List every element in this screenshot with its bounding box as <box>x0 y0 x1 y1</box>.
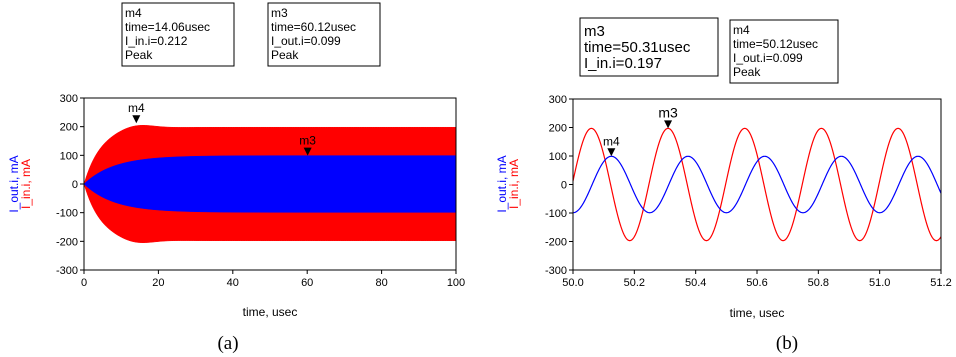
series-out-area <box>83 155 457 213</box>
y-axis-label-a-in: I_in.i, mA <box>19 159 33 209</box>
y-tick-label: 100 <box>549 151 567 163</box>
marker-m4-label: m4 <box>603 134 620 148</box>
markers-a: m4 m3 <box>128 101 316 156</box>
series-in-line <box>572 127 942 242</box>
x-tick-label: 50.2 <box>624 277 645 289</box>
marker-box-b-m4-line3: I_out.i=0.099 <box>733 51 803 65</box>
markers-b: m3 m4 <box>603 104 678 157</box>
marker-m3-label: m3 <box>299 134 316 148</box>
y-axis-label-b-in: I_in.i, mA <box>507 159 521 209</box>
x-tick-label: 50.8 <box>808 277 829 289</box>
marker-box-a-m3-line4: Peak <box>271 48 299 62</box>
caption-a: (a) <box>217 333 238 354</box>
y-tick-label: -200 <box>545 237 567 249</box>
panel-b: m3 time=50.31usec I_in.i=0.197 m4 time=5… <box>495 17 952 354</box>
y-tick-label: 300 <box>60 93 78 105</box>
marker-m4-triangle <box>132 115 141 124</box>
marker-box-b-m3: m3 time=50.31usec I_in.i=0.197 <box>579 17 719 77</box>
marker-m4-triangle <box>607 148 616 157</box>
x-tick-label: 20 <box>152 277 164 289</box>
marker-box-a-m4-line2: time=14.06usec <box>125 20 210 34</box>
marker-box-a-m4: m4 time=14.06usec I_in.i=0.212 Peak <box>121 2 235 67</box>
marker-m3-triangle <box>303 147 312 156</box>
marker-box-a-m3-line3: I_out.i=0.099 <box>271 34 341 48</box>
marker-box-b-m3-line1: m3 <box>584 23 605 40</box>
y-tick-label: -300 <box>545 265 567 277</box>
x-tick-label: 50.0 <box>562 277 583 289</box>
marker-box-a-m3-line1: m3 <box>271 6 288 20</box>
caption-b: (b) <box>776 333 798 354</box>
y-axis-label-a: I_out.i, mA <box>7 155 21 212</box>
y-tick-label: 100 <box>60 150 78 162</box>
marker-m3-triangle <box>664 120 673 129</box>
y-tick-label: -100 <box>56 208 78 220</box>
x-tick-label: 40 <box>227 277 239 289</box>
y-axis-label-b-out: I_out.i, mA <box>495 155 509 212</box>
marker-box-b-m4-line1: m4 <box>733 23 750 37</box>
marker-box-a-m3-line2: time=60.12usec <box>271 20 356 34</box>
marker-box-a-m3: m3 time=60.12usec I_out.i=0.099 Peak <box>267 2 381 67</box>
x-tick-label: 50.6 <box>746 277 767 289</box>
y-tick-label: 200 <box>549 123 567 135</box>
x-tick-label: 51.0 <box>869 277 890 289</box>
series-out-line <box>572 155 942 214</box>
marker-box-a-m4-line4: Peak <box>125 48 153 62</box>
series-group-b <box>572 127 942 242</box>
y-axis-label-b-out-wrap: I_out.i, mA <box>495 155 509 212</box>
series-group-a <box>83 125 457 243</box>
x-axis-label-a: time, usec <box>243 305 298 319</box>
x-tick-label: 50.4 <box>685 277 706 289</box>
marker-box-b-m4: m4 time=50.12usec I_out.i=0.099 Peak <box>729 19 839 84</box>
x-tick-label: 100 <box>447 277 465 289</box>
y-tick-label: -300 <box>56 265 78 277</box>
y-tick-label: -200 <box>56 236 78 248</box>
y-axis-label-a-in-wrap: I_in.i, mA <box>19 159 33 209</box>
marker-box-b-m4-line2: time=50.12usec <box>733 37 818 51</box>
x-tick-label: 0 <box>81 277 87 289</box>
marker-box-a-m4-line3: I_in.i=0.212 <box>125 34 188 48</box>
x-tick-label: 51.2 <box>930 277 951 289</box>
marker-m3-label: m3 <box>658 104 678 120</box>
marker-box-b-m3-line2: time=50.31usec <box>584 39 691 56</box>
y-tick-label: 0 <box>561 180 567 192</box>
x-tick-label: 60 <box>301 277 313 289</box>
y-tick-label: 300 <box>549 94 567 106</box>
y-axis-label-a-out: I_out.i, mA <box>7 155 21 212</box>
marker-box-a-m4-line1: m4 <box>125 6 142 20</box>
marker-m4-label: m4 <box>128 101 145 115</box>
x-axis-label-b: time, usec <box>730 306 785 320</box>
x-tick-label: 80 <box>375 277 387 289</box>
plot-area-b <box>572 98 942 271</box>
y-axis-label-b-in-wrap: I_in.i, mA <box>507 159 521 209</box>
y-tick-label: -100 <box>545 208 567 220</box>
marker-box-b-m3-line3: I_in.i=0.197 <box>584 55 662 72</box>
panel-a: m4 time=14.06usec I_in.i=0.212 Peak m3 t… <box>7 2 465 354</box>
y-tick-label: 200 <box>60 122 78 134</box>
marker-box-b-m4-line4: Peak <box>733 65 761 79</box>
y-tick-label: 0 <box>72 179 78 191</box>
